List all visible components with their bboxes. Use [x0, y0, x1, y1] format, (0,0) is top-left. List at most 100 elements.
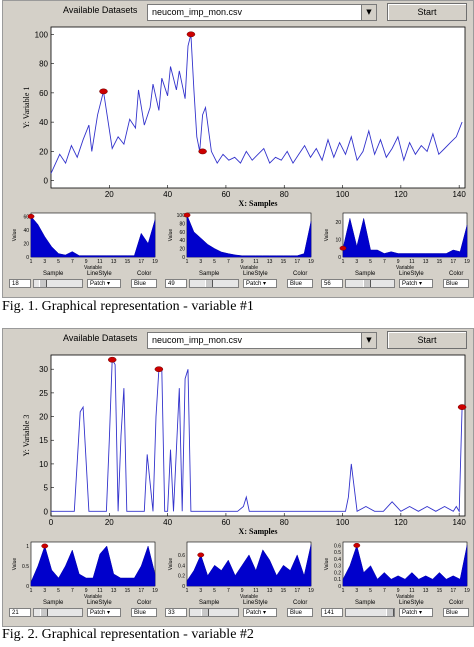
- slider-thumb[interactable]: [200, 609, 209, 616]
- sub-y-axis-label: Value: [324, 229, 330, 242]
- sub-y-axis-label: Value: [168, 229, 174, 242]
- sub-x-tick-label: 7: [227, 588, 230, 594]
- slider-thumb[interactable]: [39, 280, 48, 287]
- sample-value-field[interactable]: 141: [321, 608, 343, 617]
- marker-point: [186, 31, 196, 38]
- y-tick-label: 20: [39, 413, 48, 422]
- linestyle-select[interactable]: Patch ▾: [243, 608, 277, 617]
- color-label: Color: [293, 600, 308, 606]
- dataset-dropdown[interactable]: neucom_imp_mon.csv ▼: [147, 332, 377, 349]
- y-tick-label: 20: [39, 147, 48, 156]
- color-label: Color: [293, 271, 308, 277]
- sub-x-tick-label: 15: [125, 588, 131, 594]
- sub-x-tick-label: 3: [43, 588, 46, 594]
- sub-x-tick-label: 7: [71, 259, 74, 265]
- linestyle-select[interactable]: Patch ▾: [399, 279, 433, 288]
- sample-slider[interactable]: [33, 279, 83, 288]
- figure-1-window: Available Datasets neucom_imp_mon.csv ▼ …: [2, 0, 474, 298]
- sub-x-tick-label: 13: [111, 588, 117, 594]
- sample-value-field[interactable]: 56: [321, 279, 343, 288]
- sub-panel-2: 0 20 40 60 80 100 1 3 5 7 9 11 13 15 17 19 Variable Value…: [163, 209, 315, 289]
- sample-label: Sample: [199, 271, 220, 277]
- sub-x-tick-label: 17: [450, 259, 456, 265]
- color-field[interactable]: Blue: [443, 279, 469, 288]
- color-field[interactable]: Blue: [287, 608, 313, 617]
- sub-panel-controls: Sample LineStyle Color 56 Patch ▾ Blue: [319, 271, 471, 293]
- color-field[interactable]: Blue: [443, 608, 469, 617]
- chevron-down-icon[interactable]: ▼: [361, 333, 376, 348]
- sample-slider[interactable]: [189, 608, 239, 617]
- sub-y-tick-label: 0: [182, 255, 185, 261]
- linestyle-select[interactable]: Patch ▾: [87, 279, 121, 288]
- color-field[interactable]: Blue: [287, 279, 313, 288]
- sub-y-tick-label: 1: [26, 544, 29, 550]
- dataset-dropdown[interactable]: neucom_imp_mon.csv ▼: [147, 4, 377, 21]
- sub-x-tick-label: 9: [397, 259, 400, 265]
- sub-x-tick-label: 5: [57, 588, 60, 594]
- sub-x-tick-label: 5: [213, 259, 216, 265]
- sub-y-tick-label: 40: [179, 238, 185, 244]
- sub-y-tick-label: 0.4: [178, 563, 185, 569]
- sub-marker-point: [183, 212, 191, 218]
- sample-label: Sample: [355, 600, 376, 606]
- slider-thumb[interactable]: [40, 609, 49, 616]
- sub-x-tick-label: 19: [152, 588, 158, 594]
- sub-y-tick-label: 100: [177, 213, 186, 219]
- chevron-down-icon[interactable]: ▼: [361, 5, 376, 20]
- sample-value-field[interactable]: 33: [165, 608, 187, 617]
- sub-y-tick-label: 0: [338, 584, 341, 590]
- sub-y-tick-label: 20: [179, 247, 185, 253]
- slider-thumb[interactable]: [385, 609, 394, 616]
- x-tick-label: 20: [105, 190, 114, 199]
- sub-area-series: [342, 544, 468, 587]
- sub-x-tick-label: 17: [138, 259, 144, 265]
- slider-thumb[interactable]: [362, 280, 371, 287]
- color-label: Color: [137, 600, 152, 606]
- sample-value-field[interactable]: 49: [165, 279, 187, 288]
- sub-y-tick-label: 20: [335, 220, 341, 226]
- linestyle-select[interactable]: Patch ▾: [243, 279, 277, 288]
- sample-value-field[interactable]: 18: [9, 279, 31, 288]
- sub-x-tick-label: 1: [30, 259, 33, 265]
- sub-x-tick-label: 11: [97, 259, 102, 265]
- marker-point: [107, 356, 117, 363]
- linestyle-select[interactable]: Patch ▾: [87, 608, 121, 617]
- sample-slider[interactable]: [345, 608, 395, 617]
- sample-slider[interactable]: [33, 608, 83, 617]
- color-field[interactable]: Blue: [131, 608, 157, 617]
- start-button[interactable]: Start: [387, 331, 467, 349]
- sub-x-tick-label: 19: [308, 259, 314, 265]
- linestyle-label: LineStyle: [87, 271, 112, 277]
- x-tick-label: 140: [452, 518, 466, 527]
- marker-point: [99, 88, 108, 95]
- sample-value-field[interactable]: 21: [9, 608, 31, 617]
- sub-x-tick-label: 13: [267, 588, 273, 594]
- sub-panel-2: 0 0.2 0.4 0.6 1 3 5 7 9 11 13 15 17 19 Variable Value Sa…: [163, 538, 315, 618]
- sub-x-axis-label: Variable: [240, 594, 258, 600]
- y-tick-label: 40: [39, 118, 48, 127]
- y-tick-label: 100: [35, 30, 49, 39]
- sub-x-tick-label: 1: [186, 588, 189, 594]
- sub-y-tick-label: 0.2: [178, 574, 185, 580]
- sub-x-tick-label: 1: [186, 259, 189, 265]
- start-button[interactable]: Start: [387, 3, 467, 21]
- sample-slider[interactable]: [345, 279, 395, 288]
- plot-area: [50, 354, 466, 517]
- sub-area-series: [186, 544, 312, 587]
- sample-slider[interactable]: [189, 279, 239, 288]
- x-tick-label: 60: [221, 190, 230, 199]
- sub-y-tick-label: 0.4: [334, 557, 341, 563]
- available-datasets-label: Available Datasets: [63, 5, 138, 15]
- sub-y-axis-label: Value: [324, 558, 330, 571]
- x-tick-label: 40: [163, 190, 172, 199]
- x-tick-label: 80: [280, 190, 289, 199]
- series-line: [51, 358, 463, 513]
- slider-thumb[interactable]: [204, 280, 213, 287]
- figure-2-caption: Fig. 2. Graphical representation - varia…: [2, 627, 254, 642]
- sub-y-tick-label: 0.3: [334, 564, 341, 570]
- color-field[interactable]: Blue: [131, 279, 157, 288]
- linestyle-select[interactable]: Patch ▾: [399, 608, 433, 617]
